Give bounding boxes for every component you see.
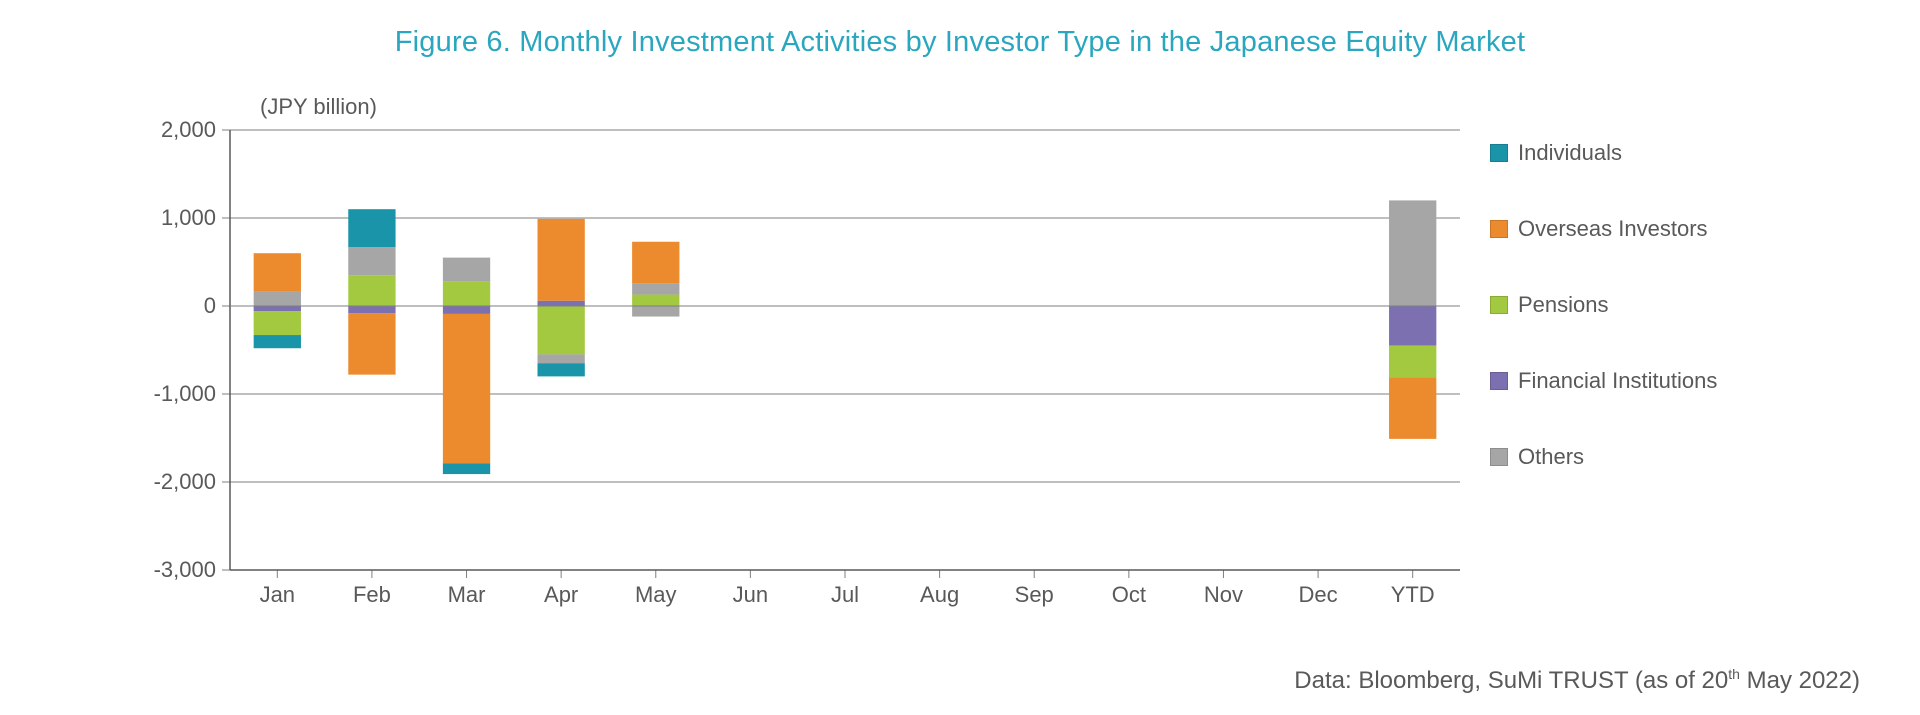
svg-text:Jun: Jun — [733, 582, 768, 607]
legend-item-others: Others — [1490, 444, 1780, 470]
footer-sup: th — [1728, 666, 1740, 682]
legend-swatch — [1490, 220, 1508, 238]
svg-text:Oct: Oct — [1112, 582, 1146, 607]
legend-label: Individuals — [1518, 140, 1622, 166]
svg-text:Jan: Jan — [260, 582, 295, 607]
svg-text:Dec: Dec — [1299, 582, 1338, 607]
svg-text:1,000: 1,000 — [161, 205, 216, 230]
legend-swatch — [1490, 448, 1508, 466]
legend-item-individuals: Individuals — [1490, 140, 1780, 166]
stacked-bar-chart: -3,000 -2,000 -1,000 0 1,000 2,000 Jan Feb Mar Ap… — [140, 90, 1490, 630]
legend-item-financial-institutions: Financial Institutions — [1490, 368, 1780, 394]
legend-item-overseas-investors: Overseas Investors — [1490, 216, 1780, 242]
chart-legend: Individuals Overseas Investors Pensions Fin… — [1490, 140, 1780, 520]
legend-label: Others — [1518, 444, 1584, 470]
svg-text:Aug: Aug — [920, 582, 959, 607]
legend-label: Overseas Investors — [1518, 216, 1708, 242]
svg-text:-1,000: -1,000 — [154, 381, 216, 406]
footer-prefix: Data: Bloomberg, SuMi TRUST (as of 20 — [1294, 667, 1728, 694]
svg-text:0: 0 — [204, 293, 216, 318]
svg-text:Nov: Nov — [1204, 582, 1243, 607]
svg-text:Feb: Feb — [353, 582, 391, 607]
page-root: Figure 6. Monthly Investment Activities … — [0, 0, 1920, 715]
svg-text:Sep: Sep — [1015, 582, 1054, 607]
svg-text:-2,000: -2,000 — [154, 469, 216, 494]
chart-title: Figure 6. Monthly Investment Activities … — [0, 26, 1920, 59]
svg-text:2,000: 2,000 — [161, 117, 216, 142]
legend-swatch — [1490, 296, 1508, 314]
chart-footer: Data: Bloomberg, SuMi TRUST (as of 20th … — [1294, 666, 1860, 695]
svg-text:May: May — [635, 582, 677, 607]
svg-text:-3,000: -3,000 — [154, 557, 216, 582]
svg-text:YTD: YTD — [1391, 582, 1435, 607]
legend-swatch — [1490, 144, 1508, 162]
legend-label: Pensions — [1518, 292, 1609, 318]
svg-text:Jul: Jul — [831, 582, 859, 607]
legend-item-pensions: Pensions — [1490, 292, 1780, 318]
svg-text:Mar: Mar — [448, 582, 486, 607]
chart-container: (JPY billion) -3,000-2,000-1,00001,0002,… — [140, 90, 1780, 650]
svg-text:Apr: Apr — [544, 582, 578, 607]
footer-suffix: May 2022) — [1740, 667, 1860, 694]
legend-swatch — [1490, 372, 1508, 390]
legend-label: Financial Institutions — [1518, 368, 1717, 394]
